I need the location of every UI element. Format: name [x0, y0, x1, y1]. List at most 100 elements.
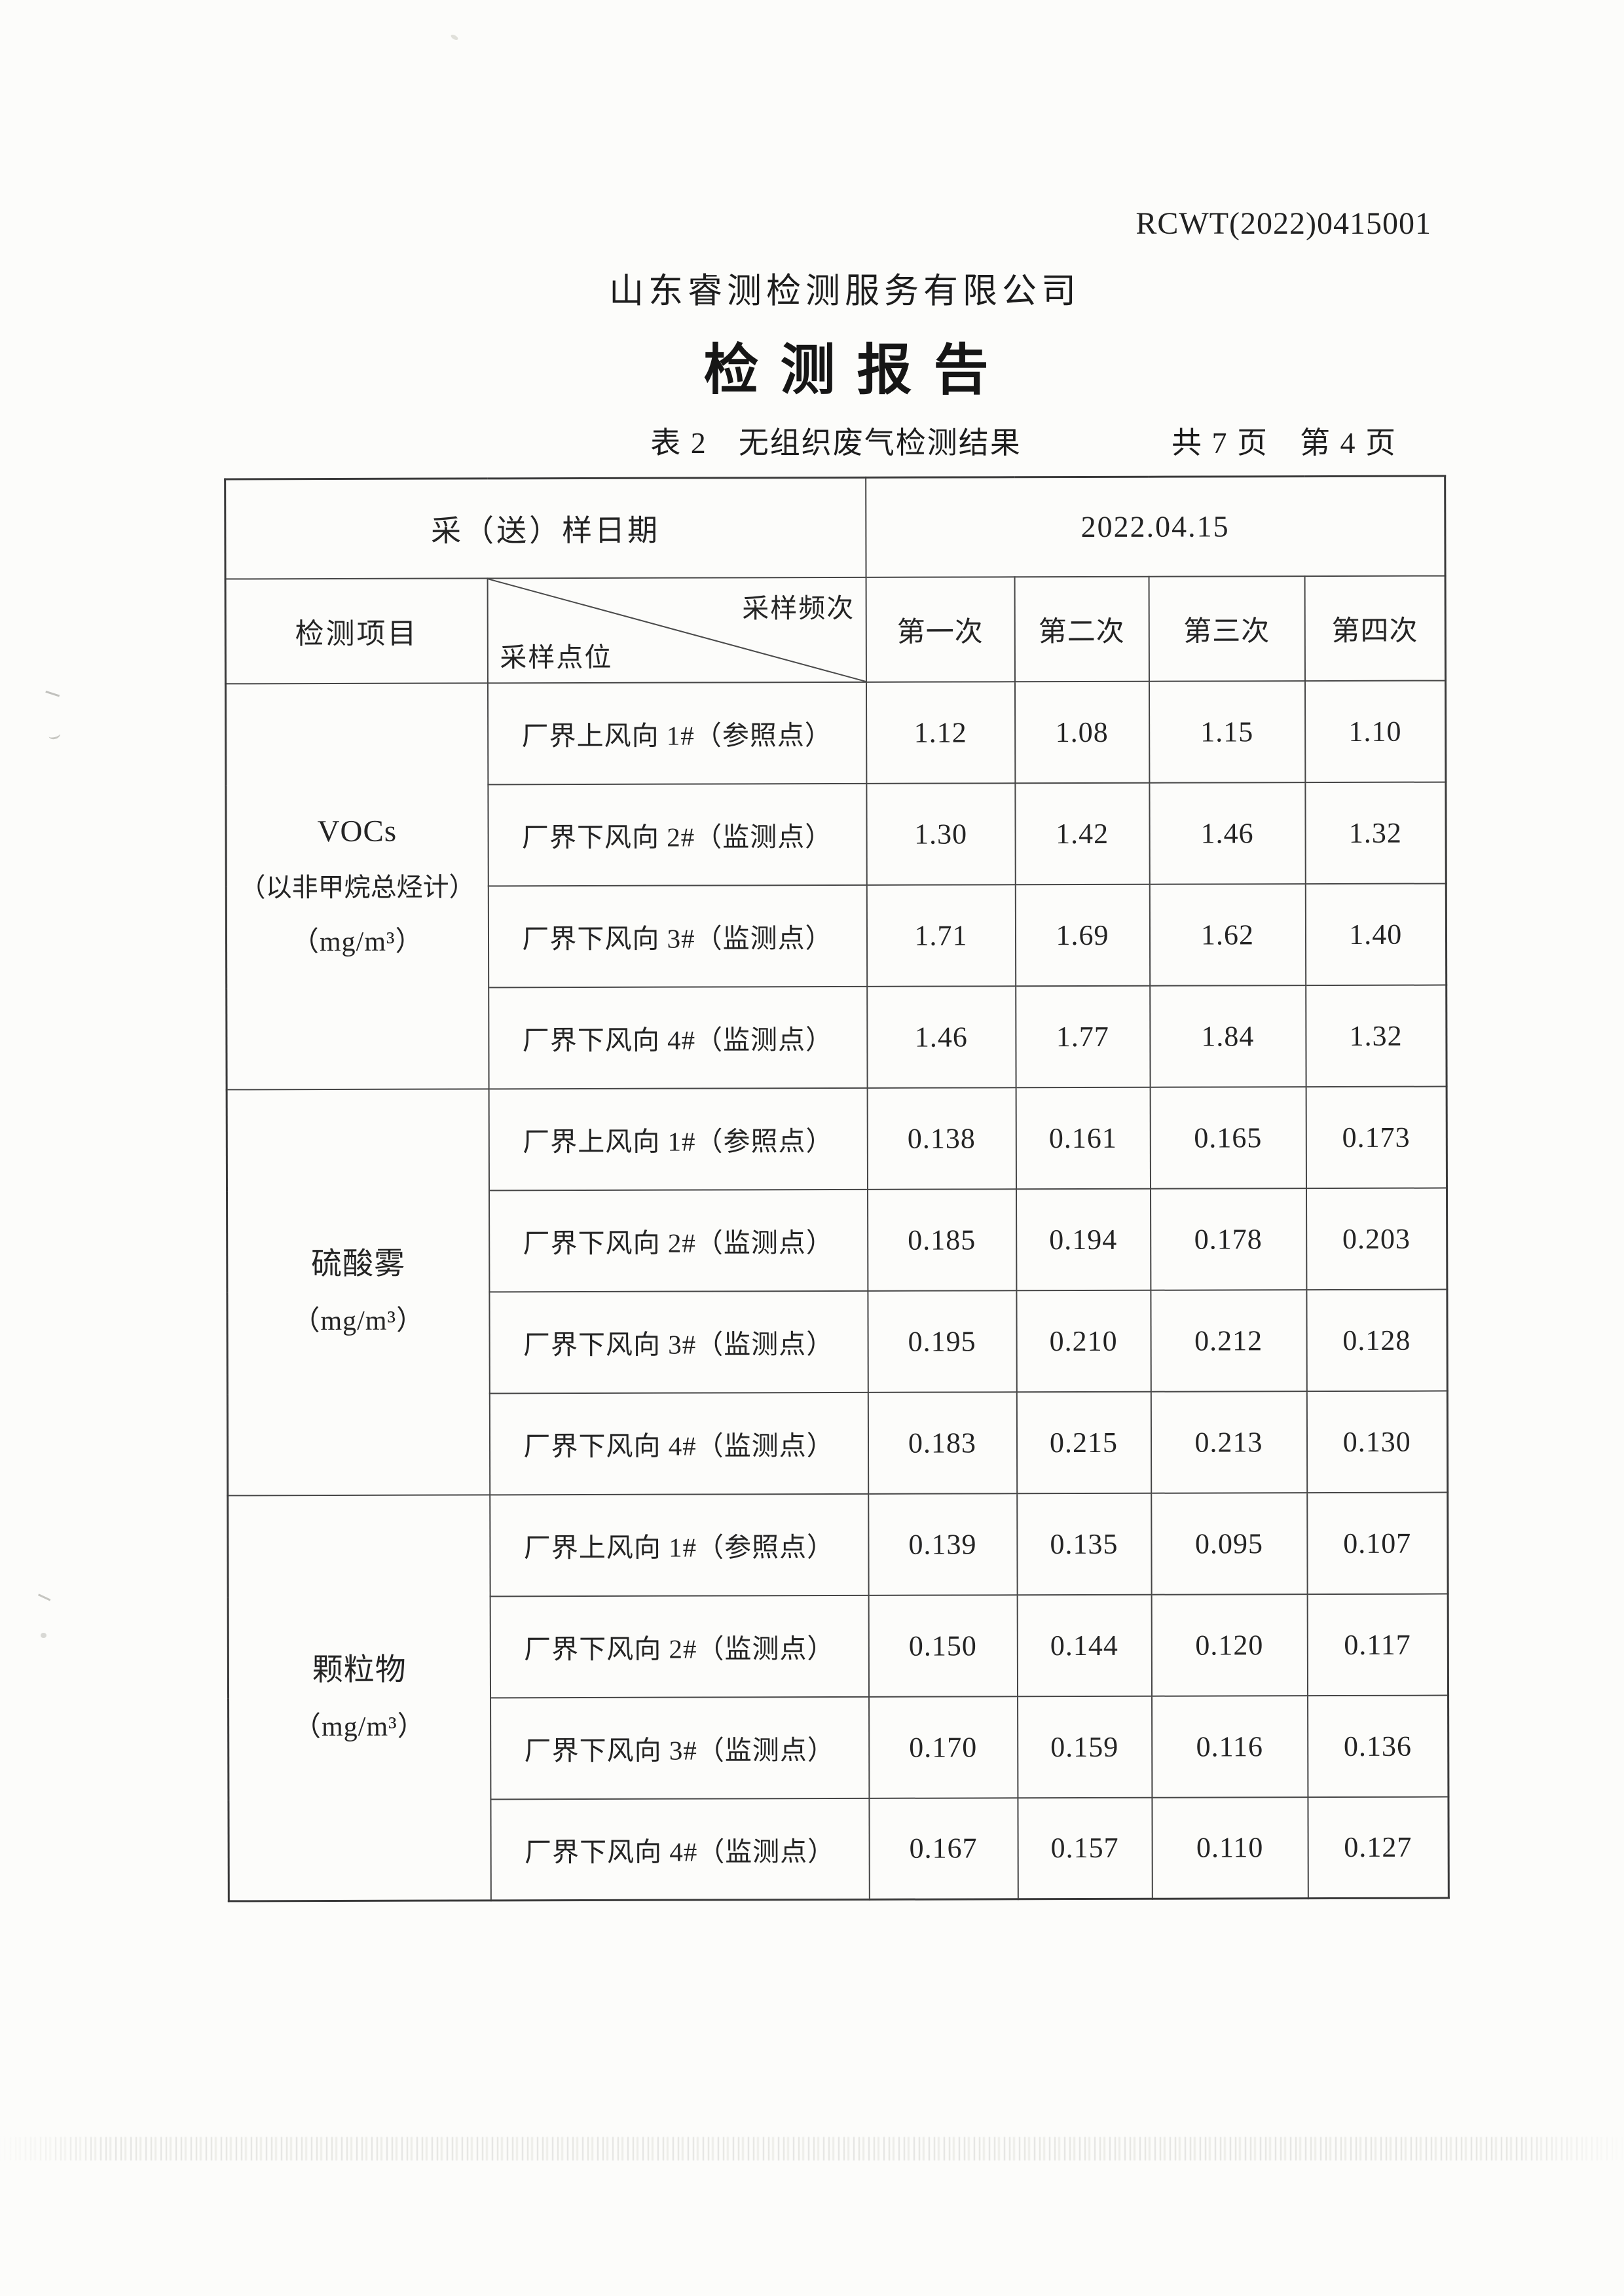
parameter-stack: 硫酸雾 （mg/m³）: [228, 1247, 489, 1337]
parameter-stack: VOCs （以非甲烷总烃计） （mg/m³）: [227, 814, 488, 957]
result-value-cell: 0.157: [1017, 1797, 1153, 1899]
result-value-cell: 1.84: [1149, 985, 1306, 1087]
scan-artifact: [35, 1594, 51, 1606]
parameter-cell-sulfuric-acid-mist: 硫酸雾 （mg/m³）: [227, 1088, 490, 1495]
sampling-location-cell: 厂界下风向 2#（监测点）: [487, 783, 867, 886]
result-value-cell: 0.135: [1016, 1493, 1152, 1595]
frequency-header-3: 第三次: [1149, 575, 1305, 682]
result-value-cell: 0.173: [1306, 1086, 1447, 1188]
parameter-cell-vocs: VOCs （以非甲烷总烃计） （mg/m³）: [225, 682, 489, 1089]
table-row: 硫酸雾 （mg/m³） 厂界上风向 1#（参照点） 0.138 0.161 0.…: [227, 1086, 1447, 1495]
parameter-name: 硫酸雾: [310, 1247, 406, 1282]
result-value-cell: 1.77: [1015, 985, 1151, 1087]
result-value-cell: 0.150: [868, 1594, 1018, 1697]
result-value-cell: 0.194: [1016, 1188, 1151, 1290]
company-name: 山东睿测检测服务有限公司: [609, 272, 1080, 310]
result-value-cell: 1.32: [1304, 782, 1447, 884]
diagonal-line: [488, 577, 865, 682]
result-value-cell: 0.138: [867, 1087, 1016, 1190]
report-number: RCWT(2022)0415001: [1135, 206, 1431, 241]
result-value-cell: 0.144: [1017, 1594, 1152, 1696]
result-value-cell: 1.12: [866, 681, 1015, 784]
table-caption: 表 2 无组织废气检测结果: [650, 426, 1022, 460]
sampling-date-value: 2022.04.15: [865, 476, 1446, 577]
sampling-location-cell: 厂界上风向 1#（参照点）: [487, 682, 866, 784]
sampling-location-cell: 厂界下风向 4#（监测点）: [489, 1392, 868, 1495]
result-value-cell: 0.116: [1151, 1695, 1308, 1798]
scan-artifact: [47, 729, 62, 740]
caption-row: 表 2 无组织废气检测结果 共 7 页 第 4 页: [226, 419, 1446, 460]
diagonal-label-location: 采样点位: [500, 642, 613, 672]
scan-artifact: [450, 33, 459, 41]
scan-artifact: [43, 690, 60, 702]
result-value-cell: 0.183: [868, 1391, 1017, 1494]
result-value-cell: 1.10: [1304, 680, 1446, 782]
table-row: 颗粒物 （mg/m³） 厂界上风向 1#（参照点） 0.139 0.135 0.…: [227, 1492, 1449, 1901]
sampling-location-cell: 厂界下风向 4#（监测点）: [490, 1798, 870, 1901]
sampling-location-cell: 厂界下风向 4#（监测点）: [488, 986, 868, 1089]
results-table: 采（送）样日期 2022.04.15 检测项目 采样频次 采样点位 第一次 第二…: [224, 475, 1450, 1903]
item-header-cell: 检测项目: [225, 577, 488, 683]
results-table-wrapper: 采（送）样日期 2022.04.15 检测项目 采样频次 采样点位 第一次 第二…: [224, 475, 1450, 1903]
result-value-cell: 0.161: [1016, 1087, 1151, 1189]
result-value-cell: 0.117: [1307, 1594, 1449, 1696]
sampling-location-cell: 厂界下风向 3#（监测点）: [488, 884, 867, 987]
result-value-cell: 0.159: [1017, 1696, 1152, 1798]
result-value-cell: 0.139: [868, 1493, 1018, 1595]
diagonal-header-cell: 采样频次 采样点位: [487, 577, 866, 683]
result-value-cell: 0.210: [1016, 1290, 1151, 1392]
result-value-cell: 0.107: [1306, 1492, 1449, 1594]
parameter-unit: （mg/m³）: [292, 1305, 425, 1337]
report-title: 检 测 报 告: [703, 340, 993, 401]
scan-noise-strip: [0, 2137, 1624, 2160]
parameter-name: VOCs: [317, 814, 397, 849]
scan-artifact: [41, 1633, 46, 1638]
result-value-cell: 1.08: [1014, 681, 1149, 783]
result-value-cell: 0.110: [1151, 1796, 1308, 1899]
date-row: 采（送）样日期 2022.04.15: [225, 476, 1446, 579]
result-value-cell: 0.215: [1016, 1391, 1151, 1493]
parameter-unit: （mg/m³）: [293, 1711, 426, 1742]
result-value-cell: 1.15: [1149, 680, 1305, 783]
result-value-cell: 0.185: [867, 1188, 1016, 1291]
sampling-location-cell: 厂界下风向 3#（监测点）: [490, 1696, 869, 1799]
header-row: 检测项目 采样频次 采样点位 第一次 第二次 第三次 第四次: [225, 575, 1446, 683]
result-value-cell: 0.195: [867, 1290, 1017, 1393]
result-value-cell: 0.212: [1150, 1289, 1307, 1392]
result-value-cell: 0.167: [868, 1797, 1018, 1900]
result-value-cell: 0.178: [1150, 1188, 1306, 1290]
result-value-cell: 1.69: [1015, 884, 1150, 986]
diagonal-label-frequency: 采样频次: [742, 592, 855, 623]
result-value-cell: 1.46: [866, 985, 1016, 1088]
sampling-location-cell: 厂界上风向 1#（参照点）: [489, 1493, 869, 1596]
parameter-name: 颗粒物: [312, 1652, 407, 1687]
sampling-location-cell: 厂界下风向 3#（监测点）: [489, 1290, 868, 1393]
result-value-cell: 1.30: [866, 782, 1016, 885]
table-row: VOCs （以非甲烷总烃计） （mg/m³） 厂界上风向 1#（参照点） 1.1…: [225, 680, 1446, 1089]
result-value-cell: 1.62: [1149, 883, 1306, 986]
parameter-stack: 颗粒物 （mg/m³）: [229, 1652, 490, 1742]
result-value-cell: 1.42: [1014, 782, 1150, 884]
frequency-header-2: 第二次: [1014, 576, 1149, 682]
sampling-location-cell: 厂界下风向 2#（监测点）: [489, 1189, 868, 1292]
result-value-cell: 0.127: [1307, 1796, 1449, 1899]
result-value-cell: 1.46: [1149, 782, 1306, 884]
result-value-cell: 0.095: [1151, 1492, 1308, 1595]
result-value-cell: 0.165: [1150, 1086, 1306, 1189]
result-value-cell: 0.170: [868, 1696, 1018, 1798]
result-value-cell: 0.120: [1151, 1594, 1308, 1696]
parameter-cell-particulates: 颗粒物 （mg/m³）: [227, 1494, 491, 1901]
result-value-cell: 1.32: [1305, 985, 1447, 1087]
result-value-cell: 0.203: [1306, 1188, 1447, 1290]
page-indicator: 共 7 页 第 4 页: [1172, 426, 1397, 460]
frequency-header-1: 第一次: [866, 576, 1015, 682]
result-value-cell: 1.71: [866, 884, 1016, 987]
result-value-cell: 0.128: [1306, 1289, 1448, 1391]
sampling-location-cell: 厂界上风向 1#（参照点）: [489, 1087, 868, 1190]
result-value-cell: 0.213: [1151, 1391, 1307, 1493]
result-value-cell: 0.130: [1306, 1391, 1448, 1493]
result-value-cell: 1.40: [1305, 883, 1447, 985]
sampling-location-cell: 厂界下风向 2#（监测点）: [490, 1595, 869, 1698]
parameter-qualifier: （以非甲烷总烃计）: [239, 872, 475, 903]
result-value-cell: 0.136: [1307, 1695, 1449, 1797]
